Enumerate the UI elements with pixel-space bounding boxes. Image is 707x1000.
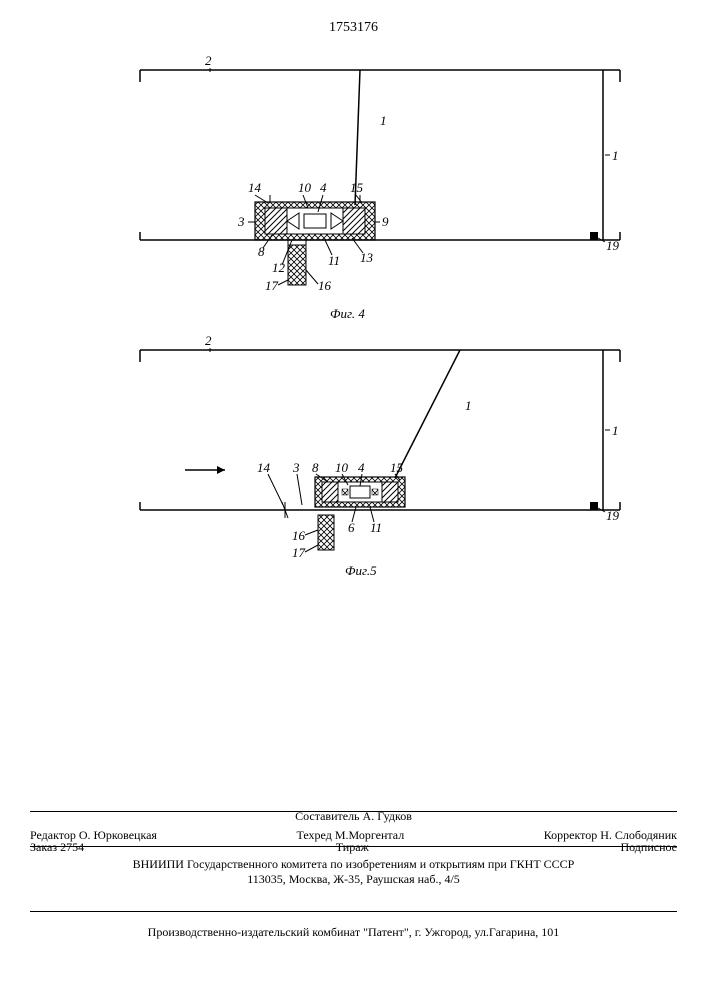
fig4-label-2: 2 — [205, 53, 212, 68]
footer-order: Заказ 2754 Тираж Подписное ВНИИПИ Госуда… — [30, 838, 677, 887]
fig5-label-11: 11 — [370, 520, 382, 535]
fig4-label-19: 19 — [606, 238, 620, 253]
fig4-group: 2 1 1 14 10 4 15 3 8 9 12 11 13 17 16 19… — [140, 53, 620, 321]
fig5-label-14: 14 — [257, 460, 271, 475]
fig4-label-4: 4 — [320, 180, 327, 195]
fig5-mechanism — [315, 477, 405, 507]
fig5-label-2: 2 — [205, 333, 212, 348]
fig5-label-17: 17 — [292, 545, 306, 560]
fig4-label-1: 1 — [612, 148, 619, 163]
fig5-caption: Фиг.5 — [345, 563, 377, 578]
fig4-label-14: 14 — [248, 180, 262, 195]
figures-container: 2 1 1 14 10 4 15 3 8 9 1 2 11 1 3 17 16 19… — [60, 40, 640, 640]
fig5-group: 2 1 1 14 3 8 10 4 15 16 17 6 11 19 Фиг.5 — [140, 333, 620, 578]
fig4-label-9: 9 — [382, 214, 389, 229]
fig5-label-8: 8 — [312, 460, 319, 475]
fig5-label-16: 16 — [292, 528, 306, 543]
fig5-label-6: 6 — [348, 520, 355, 535]
fig4-label-15: 15 — [350, 180, 364, 195]
fig5-label-1a: 1 — [465, 398, 472, 413]
fig4-mechanism — [255, 195, 375, 240]
fig4-label-3: 3 — [237, 214, 245, 229]
fig5-label-1b: 1 — [612, 423, 619, 438]
page-number: 1753176 — [329, 20, 378, 36]
fig5-label-19: 19 — [606, 508, 620, 523]
fig5-label-3: 3 — [292, 460, 300, 475]
fig4-caption: Фиг. 4 — [330, 306, 365, 321]
fig4-label-17: 17 — [265, 278, 279, 293]
fig4-label-16: 16 — [318, 278, 332, 293]
fig5-label-15: 15 — [390, 460, 404, 475]
fig5-label-10: 10 — [335, 460, 349, 475]
footer-publisher: Производственно-издательский комбинат "П… — [30, 925, 677, 940]
fig4-label-10: 10 — [298, 180, 312, 195]
fig5-label-4: 4 — [358, 460, 365, 475]
fig4-label-11: 11 — [328, 253, 340, 268]
fig4-label-1b: 1 — [380, 113, 387, 128]
figures-svg: 2 1 1 14 10 4 15 3 8 9 1 2 11 1 3 17 16 19… — [60, 40, 640, 640]
